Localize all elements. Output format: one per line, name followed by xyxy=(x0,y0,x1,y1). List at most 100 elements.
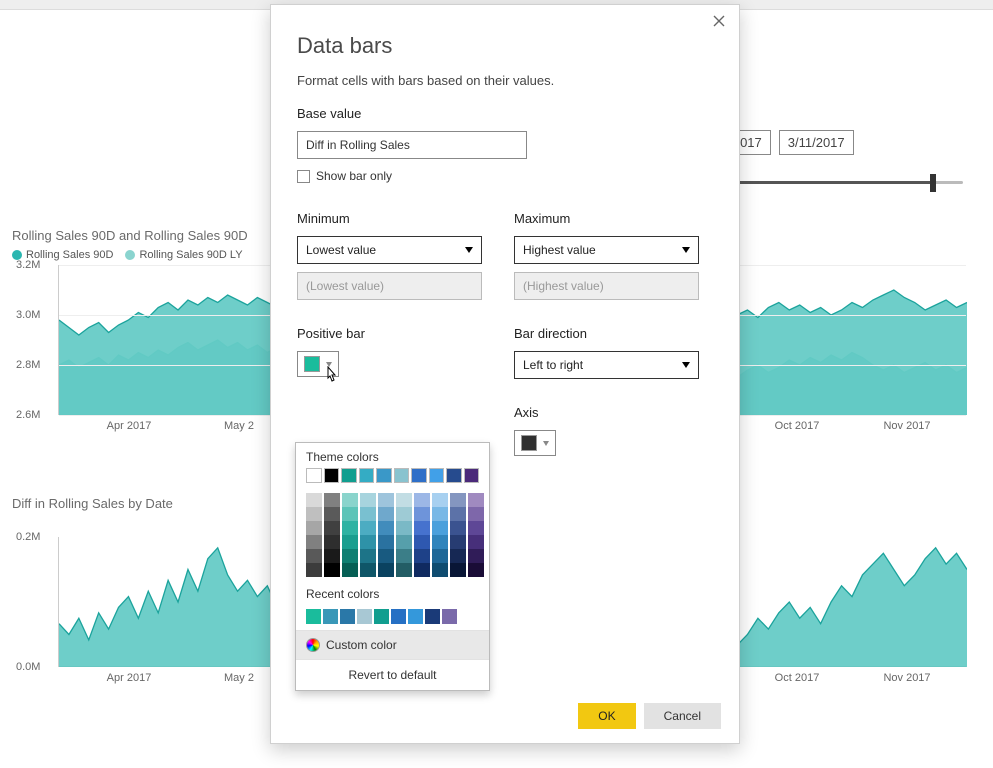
color-cell[interactable] xyxy=(378,535,394,549)
color-cell[interactable] xyxy=(306,549,322,563)
color-cell[interactable] xyxy=(324,468,340,483)
color-cell[interactable] xyxy=(357,609,372,624)
chevron-down-icon xyxy=(543,441,549,446)
revert-to-default-item[interactable]: Revert to default xyxy=(296,659,489,690)
color-cell[interactable] xyxy=(306,535,322,549)
color-cell[interactable] xyxy=(414,507,430,521)
color-cell[interactable] xyxy=(411,468,427,483)
color-cell[interactable] xyxy=(342,507,358,521)
color-cell[interactable] xyxy=(432,549,448,563)
color-cell[interactable] xyxy=(378,549,394,563)
color-cell[interactable] xyxy=(342,493,358,507)
color-cell[interactable] xyxy=(396,521,412,535)
color-cell[interactable] xyxy=(396,549,412,563)
color-cell[interactable] xyxy=(360,521,376,535)
color-cell[interactable] xyxy=(432,535,448,549)
color-cell[interactable] xyxy=(468,521,484,535)
color-cell[interactable] xyxy=(360,535,376,549)
color-cell[interactable] xyxy=(324,493,340,507)
color-cell[interactable] xyxy=(306,507,322,521)
color-cell[interactable] xyxy=(324,563,340,577)
slicer-track[interactable] xyxy=(713,169,963,199)
positive-bar-color-button[interactable] xyxy=(297,351,339,377)
color-cell[interactable] xyxy=(342,549,358,563)
date-range-slicer[interactable]: 3/2017 3/11/2017 xyxy=(713,130,963,199)
color-cell[interactable] xyxy=(414,521,430,535)
color-cell[interactable] xyxy=(360,563,376,577)
color-cell[interactable] xyxy=(394,468,410,483)
color-cell[interactable] xyxy=(306,521,322,535)
color-cell[interactable] xyxy=(340,609,355,624)
color-cell[interactable] xyxy=(468,563,484,577)
color-cell[interactable] xyxy=(342,535,358,549)
color-cell[interactable] xyxy=(468,535,484,549)
color-cell[interactable] xyxy=(408,609,423,624)
recent-colors-label: Recent colors xyxy=(296,585,489,605)
color-cell[interactable] xyxy=(324,549,340,563)
color-cell[interactable] xyxy=(324,535,340,549)
axis-color-button[interactable] xyxy=(514,430,556,456)
color-cell[interactable] xyxy=(450,507,466,521)
color-cell[interactable] xyxy=(324,507,340,521)
color-cell[interactable] xyxy=(442,609,457,624)
color-cell[interactable] xyxy=(378,507,394,521)
color-cell[interactable] xyxy=(306,563,322,577)
show-bar-only-checkbox[interactable] xyxy=(297,170,310,183)
color-cell[interactable] xyxy=(468,507,484,521)
color-cell[interactable] xyxy=(450,549,466,563)
color-cell[interactable] xyxy=(425,609,440,624)
color-cell[interactable] xyxy=(324,521,340,535)
minimum-select[interactable]: Lowest value xyxy=(297,236,482,264)
show-bar-only-label: Show bar only xyxy=(316,169,392,183)
color-cell[interactable] xyxy=(396,507,412,521)
color-cell[interactable] xyxy=(464,468,480,483)
color-cell[interactable] xyxy=(378,493,394,507)
color-cell[interactable] xyxy=(414,493,430,507)
color-cell[interactable] xyxy=(414,549,430,563)
axis-swatch xyxy=(521,435,537,451)
color-cell[interactable] xyxy=(306,493,322,507)
color-cell[interactable] xyxy=(432,521,448,535)
theme-colors-grid xyxy=(296,489,489,585)
color-cell[interactable] xyxy=(396,493,412,507)
base-value-input[interactable]: Diff in Rolling Sales xyxy=(297,131,527,159)
color-cell[interactable] xyxy=(414,535,430,549)
ok-button[interactable]: OK xyxy=(578,703,635,729)
cancel-button[interactable]: Cancel xyxy=(644,703,721,729)
color-cell[interactable] xyxy=(323,609,338,624)
close-icon[interactable] xyxy=(709,11,729,31)
maximum-select[interactable]: Highest value xyxy=(514,236,699,264)
custom-color-item[interactable]: Custom color xyxy=(296,630,489,659)
color-cell[interactable] xyxy=(396,563,412,577)
color-cell[interactable] xyxy=(341,468,357,483)
color-cell[interactable] xyxy=(360,507,376,521)
slicer-end-date[interactable]: 3/11/2017 xyxy=(779,130,854,155)
color-cell[interactable] xyxy=(414,563,430,577)
color-cell[interactable] xyxy=(342,563,358,577)
color-cell[interactable] xyxy=(306,468,322,483)
color-cell[interactable] xyxy=(468,493,484,507)
color-cell[interactable] xyxy=(468,549,484,563)
color-cell[interactable] xyxy=(450,563,466,577)
color-cell[interactable] xyxy=(432,493,448,507)
color-cell[interactable] xyxy=(446,468,462,483)
color-cell[interactable] xyxy=(360,493,376,507)
color-cell[interactable] xyxy=(378,521,394,535)
color-cell[interactable] xyxy=(396,535,412,549)
color-cell[interactable] xyxy=(450,521,466,535)
color-cell[interactable] xyxy=(432,563,448,577)
color-cell[interactable] xyxy=(360,549,376,563)
color-cell[interactable] xyxy=(306,609,321,624)
color-cell[interactable] xyxy=(450,535,466,549)
color-cell[interactable] xyxy=(391,609,406,624)
color-cell[interactable] xyxy=(378,563,394,577)
color-cell[interactable] xyxy=(342,521,358,535)
color-cell[interactable] xyxy=(376,468,392,483)
color-cell[interactable] xyxy=(432,507,448,521)
slicer-handle-right[interactable] xyxy=(930,174,936,192)
color-cell[interactable] xyxy=(450,493,466,507)
bar-direction-select[interactable]: Left to right xyxy=(514,351,699,379)
color-cell[interactable] xyxy=(374,609,389,624)
color-cell[interactable] xyxy=(359,468,375,483)
color-cell[interactable] xyxy=(429,468,445,483)
